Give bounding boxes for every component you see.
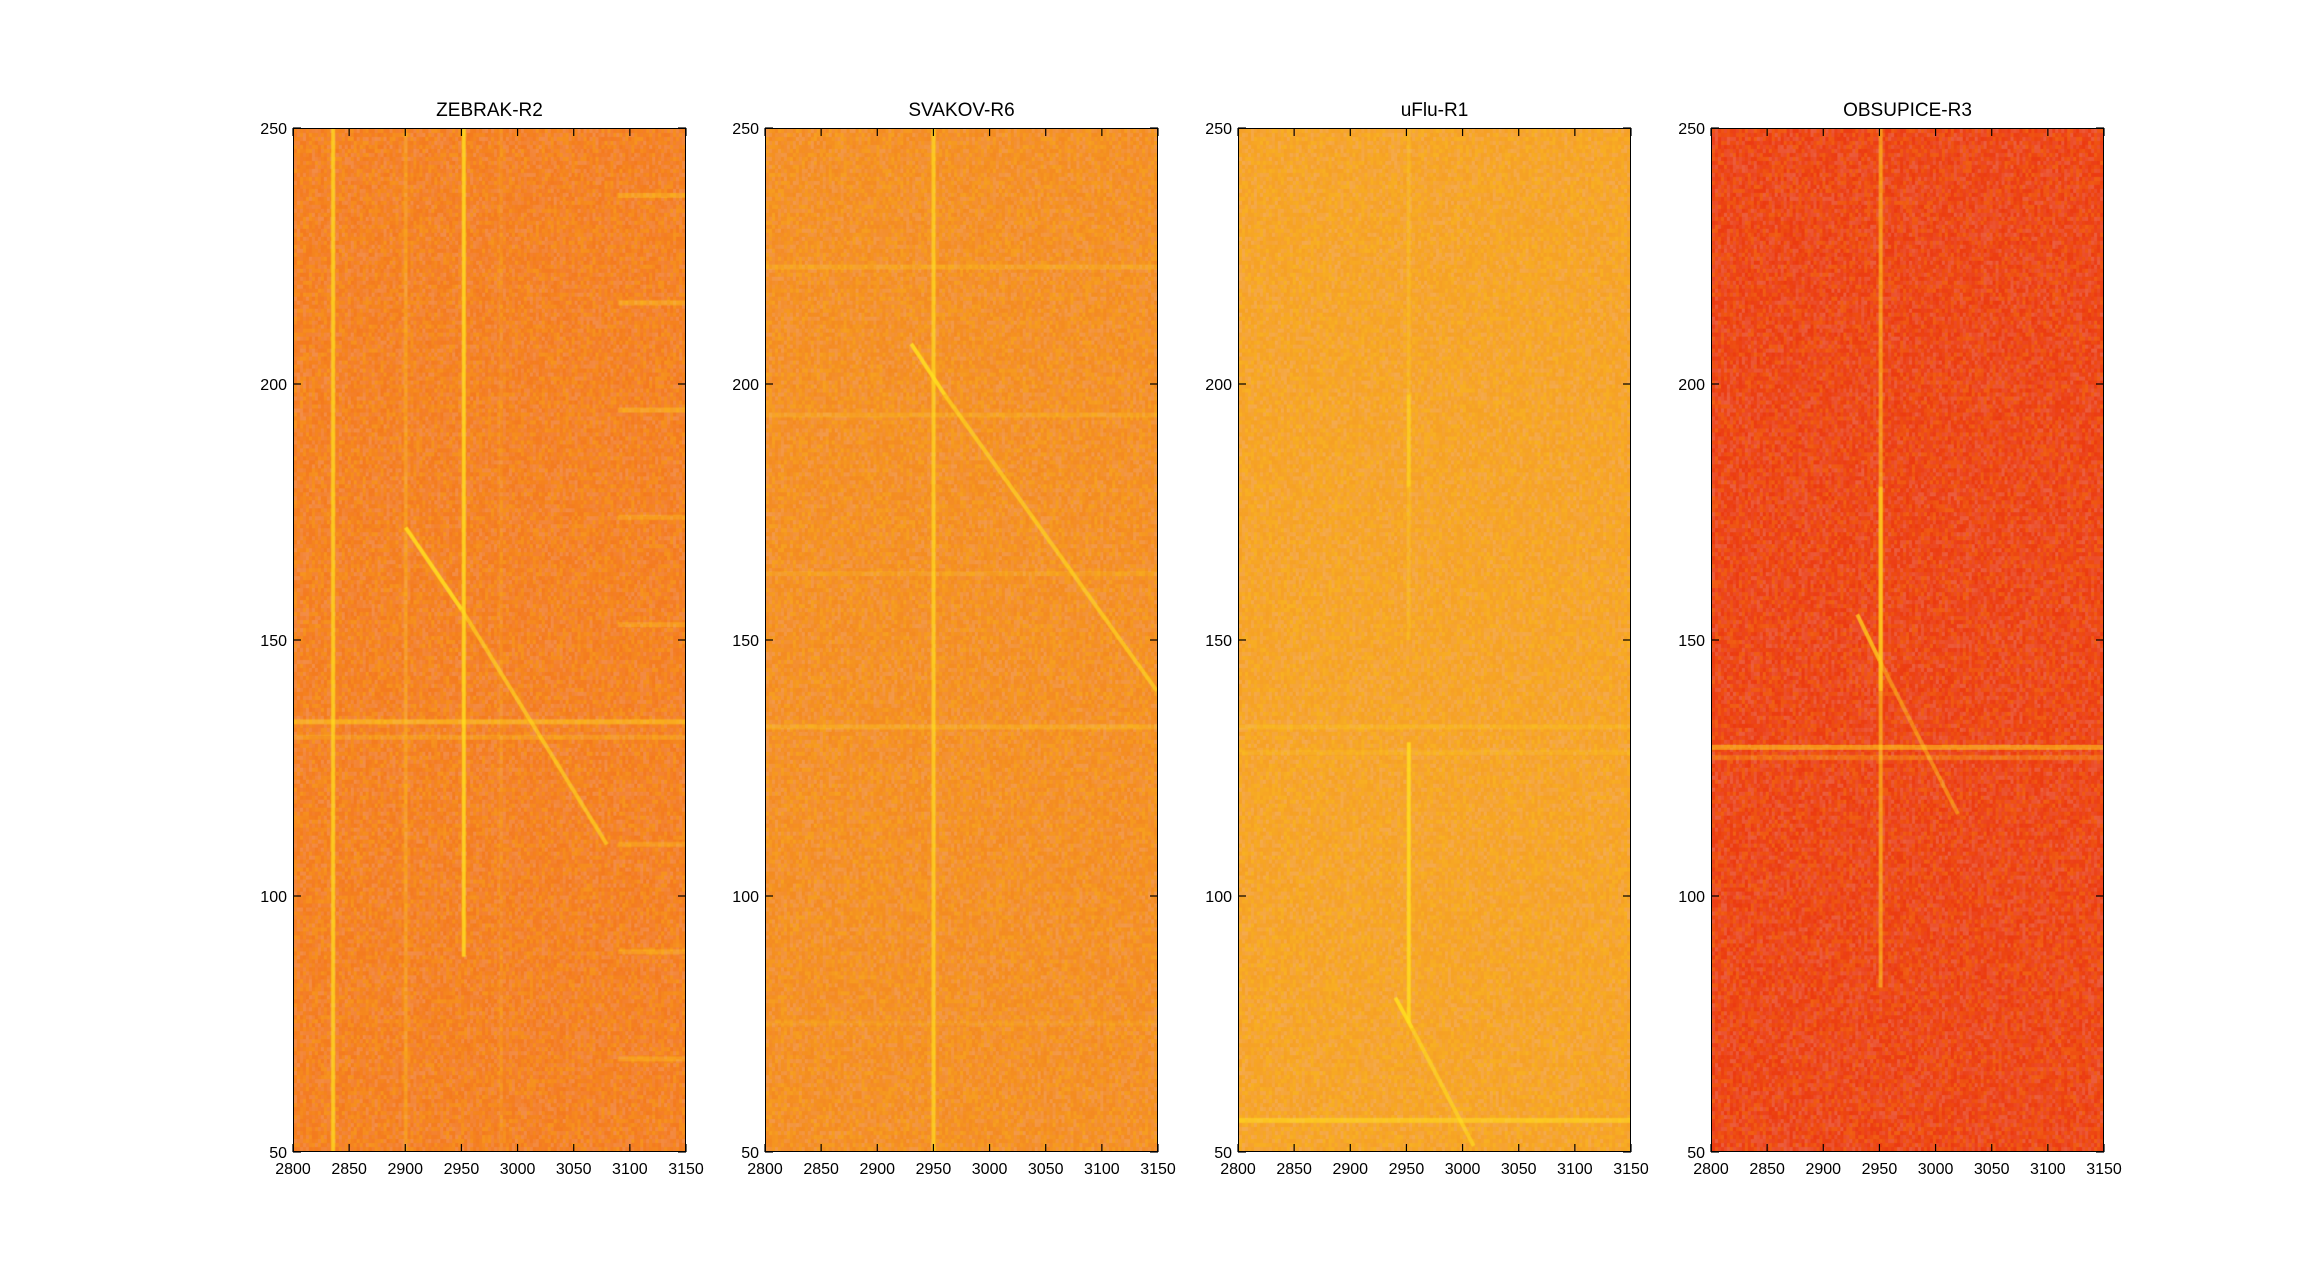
x-tick-label: 3050 [1501, 1161, 1537, 1178]
heatmap [766, 129, 1157, 1151]
y-tick-label: 200 [260, 377, 287, 394]
y-tick-label: 50 [1214, 1145, 1232, 1162]
x-tick-label: 3000 [500, 1161, 536, 1178]
x-tick-label: 3000 [1918, 1161, 1954, 1178]
y-tick-label: 150 [260, 633, 287, 650]
x-tick-label: 2950 [1389, 1161, 1425, 1178]
y-tick-label: 150 [1678, 633, 1705, 650]
panel-obsupice: OBSUPICE-R3 2800 2850 2900 2950 3000 3050 3100… [1678, 100, 2122, 1178]
x-tick-label: 3050 [556, 1161, 592, 1178]
panel-title: uFlu-R1 [1400, 100, 1469, 121]
panel-title: ZEBRAK-R2 [436, 100, 543, 121]
y-tick-label: 50 [741, 1145, 759, 1162]
x-tick-label: 2800 [275, 1161, 311, 1178]
x-tick-label: 3000 [972, 1161, 1008, 1178]
y-tick-label: 250 [1205, 121, 1232, 138]
panel-svakov: SVAKOV-R6 2800 2850 2900 2950 3000 3050 3100 31… [732, 100, 1176, 1178]
y-tick-label: 100 [260, 889, 287, 906]
axes: 2800 2850 2900 2950 3000 3050 3100 3150 50 100 150… [260, 121, 704, 1178]
y-tick-label: 50 [269, 1145, 287, 1162]
x-tick-label: 3150 [668, 1161, 704, 1178]
x-tick-label: 3100 [1084, 1161, 1120, 1178]
x-tick-label: 2850 [331, 1161, 367, 1178]
plot-area [765, 128, 1158, 1152]
x-tick-label: 2950 [444, 1161, 480, 1178]
x-tick-label: 3000 [1445, 1161, 1481, 1178]
x-tick-label: 3050 [1028, 1161, 1064, 1178]
x-tick-label: 3050 [1974, 1161, 2010, 1178]
axes: 2800 2850 2900 2950 3000 3050 3100 3150 50 100 150… [1678, 121, 2122, 1178]
axes: 2800 2850 2900 2950 3000 3050 3100 3150 50 100 150… [1205, 121, 1649, 1178]
x-tick-label: 2900 [1805, 1161, 1841, 1178]
panel-uflu: uFlu-R1 2800 2850 2900 2950 3000 3050 3100 3150… [1205, 100, 1649, 1178]
axes: 2800 2850 2900 2950 3000 3050 3100 3150 50 100 150… [732, 121, 1176, 1178]
y-tick-label: 200 [1205, 377, 1232, 394]
x-tick-label: 2850 [1276, 1161, 1312, 1178]
x-tick-label: 3150 [1613, 1161, 1649, 1178]
y-tick-label: 100 [1678, 889, 1705, 906]
y-tick-label: 150 [1205, 633, 1232, 650]
y-tick-label: 250 [1678, 121, 1705, 138]
x-tick-label: 2800 [747, 1161, 783, 1178]
x-tick-label: 2950 [916, 1161, 952, 1178]
y-tick-label: 150 [732, 633, 759, 650]
x-tick-label: 2800 [1693, 1161, 1729, 1178]
x-tick-label: 3100 [612, 1161, 648, 1178]
panel-title: OBSUPICE-R3 [1843, 100, 1972, 121]
y-tick-label: 100 [1205, 889, 1232, 906]
heatmap [1239, 129, 1630, 1151]
panel-title: SVAKOV-R6 [908, 100, 1015, 121]
y-tick-label: 200 [1678, 377, 1705, 394]
x-tick-label: 3100 [1557, 1161, 1593, 1178]
x-tick-label: 2850 [1749, 1161, 1785, 1178]
x-tick-label: 2800 [1220, 1161, 1256, 1178]
x-tick-label: 3150 [1140, 1161, 1176, 1178]
y-tick-label: 200 [732, 377, 759, 394]
plot-area [1238, 128, 1631, 1152]
y-tick-label: 100 [732, 889, 759, 906]
plot-area [1711, 128, 2104, 1152]
panel-zebrak: ZEBRAK-R2 2800 2850 2900 2950 3000 3050 3100 31… [260, 100, 704, 1178]
y-tick-label: 250 [732, 121, 759, 138]
x-tick-label: 3150 [2086, 1161, 2122, 1178]
heatmap [294, 129, 685, 1151]
x-tick-label: 2900 [387, 1161, 423, 1178]
plot-area [293, 128, 686, 1152]
x-tick-label: 2900 [1332, 1161, 1368, 1178]
x-tick-label: 3100 [2030, 1161, 2066, 1178]
x-tick-label: 2950 [1862, 1161, 1898, 1178]
x-tick-label: 2850 [803, 1161, 839, 1178]
heatmap [1712, 129, 2103, 1151]
y-tick-label: 50 [1687, 1145, 1705, 1162]
x-tick-label: 2900 [859, 1161, 895, 1178]
y-tick-label: 250 [260, 121, 287, 138]
